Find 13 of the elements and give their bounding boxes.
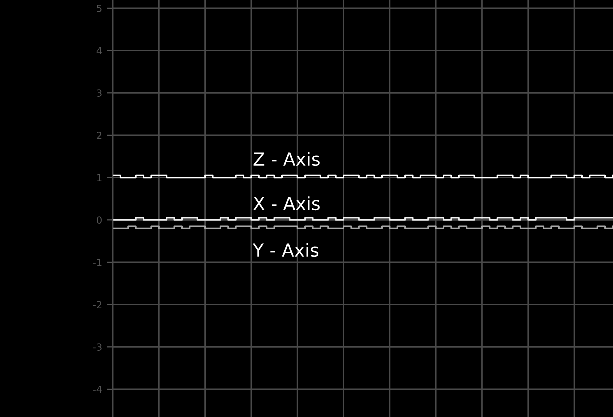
y-tick-label: 3	[97, 90, 102, 97]
y-tick-label: 2	[97, 132, 102, 140]
y-tick-label: 4	[96, 47, 102, 54]
series-label: X - Axis	[254, 196, 320, 211]
y-tick-label: 5	[97, 5, 102, 12]
series-label: Z - Axis	[254, 152, 320, 166]
y-tick-label: -3	[93, 344, 102, 351]
y-tick-label: 1	[97, 174, 102, 182]
y-tick-label: 0	[97, 216, 102, 224]
y-tick-label: -1	[93, 259, 102, 266]
y-tick-label: -4	[93, 386, 102, 394]
series-label: Y - Axis	[252, 243, 319, 258]
y-tick-label: -2	[93, 301, 102, 309]
